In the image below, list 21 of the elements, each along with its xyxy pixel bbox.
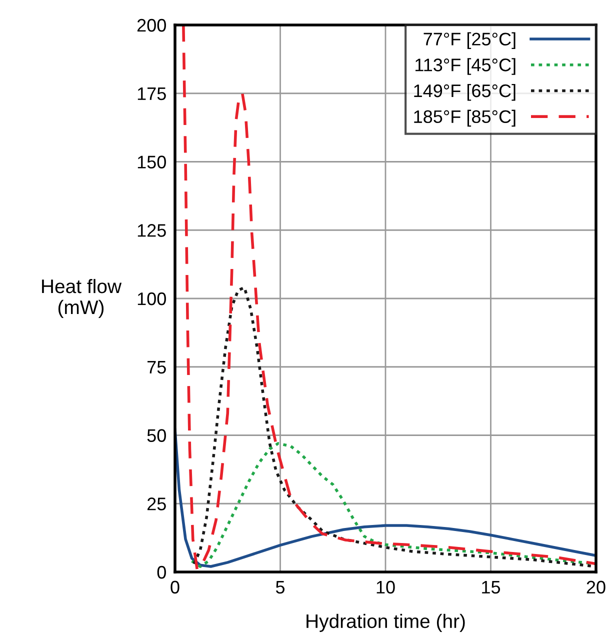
- y-tick-label: 100: [138, 292, 166, 306]
- legend-label: 149°F [65°C]: [414, 84, 516, 101]
- y-axis-title: Heat flow (mW): [42, 278, 122, 318]
- x-tick-label: 5: [276, 580, 285, 594]
- x-tick-label: 15: [482, 580, 500, 594]
- legend-label: 185°F [85°C]: [414, 110, 516, 127]
- y-tick-label: 200: [137, 18, 166, 32]
- x-tick-label: 0: [170, 580, 180, 594]
- legend-label: 113°F [45°C]: [416, 58, 516, 75]
- x-axis-title: Hydration time (hr): [306, 614, 465, 632]
- y-tick-label: 0: [157, 566, 166, 579]
- legend-label: 77°F [25°C]: [424, 32, 516, 50]
- x-tick-label: 10: [376, 580, 395, 594]
- y-tick-label: 25: [147, 498, 166, 510]
- y-tick-label: 75: [148, 360, 166, 374]
- x-tick-label: 20: [586, 580, 606, 594]
- line-series: [182, 25, 596, 571]
- y-tick-label: 150: [138, 156, 166, 168]
- y-tick-label: 50: [147, 429, 166, 442]
- y-tick-label: 175: [138, 87, 166, 100]
- y-tick-label: 125: [138, 224, 166, 237]
